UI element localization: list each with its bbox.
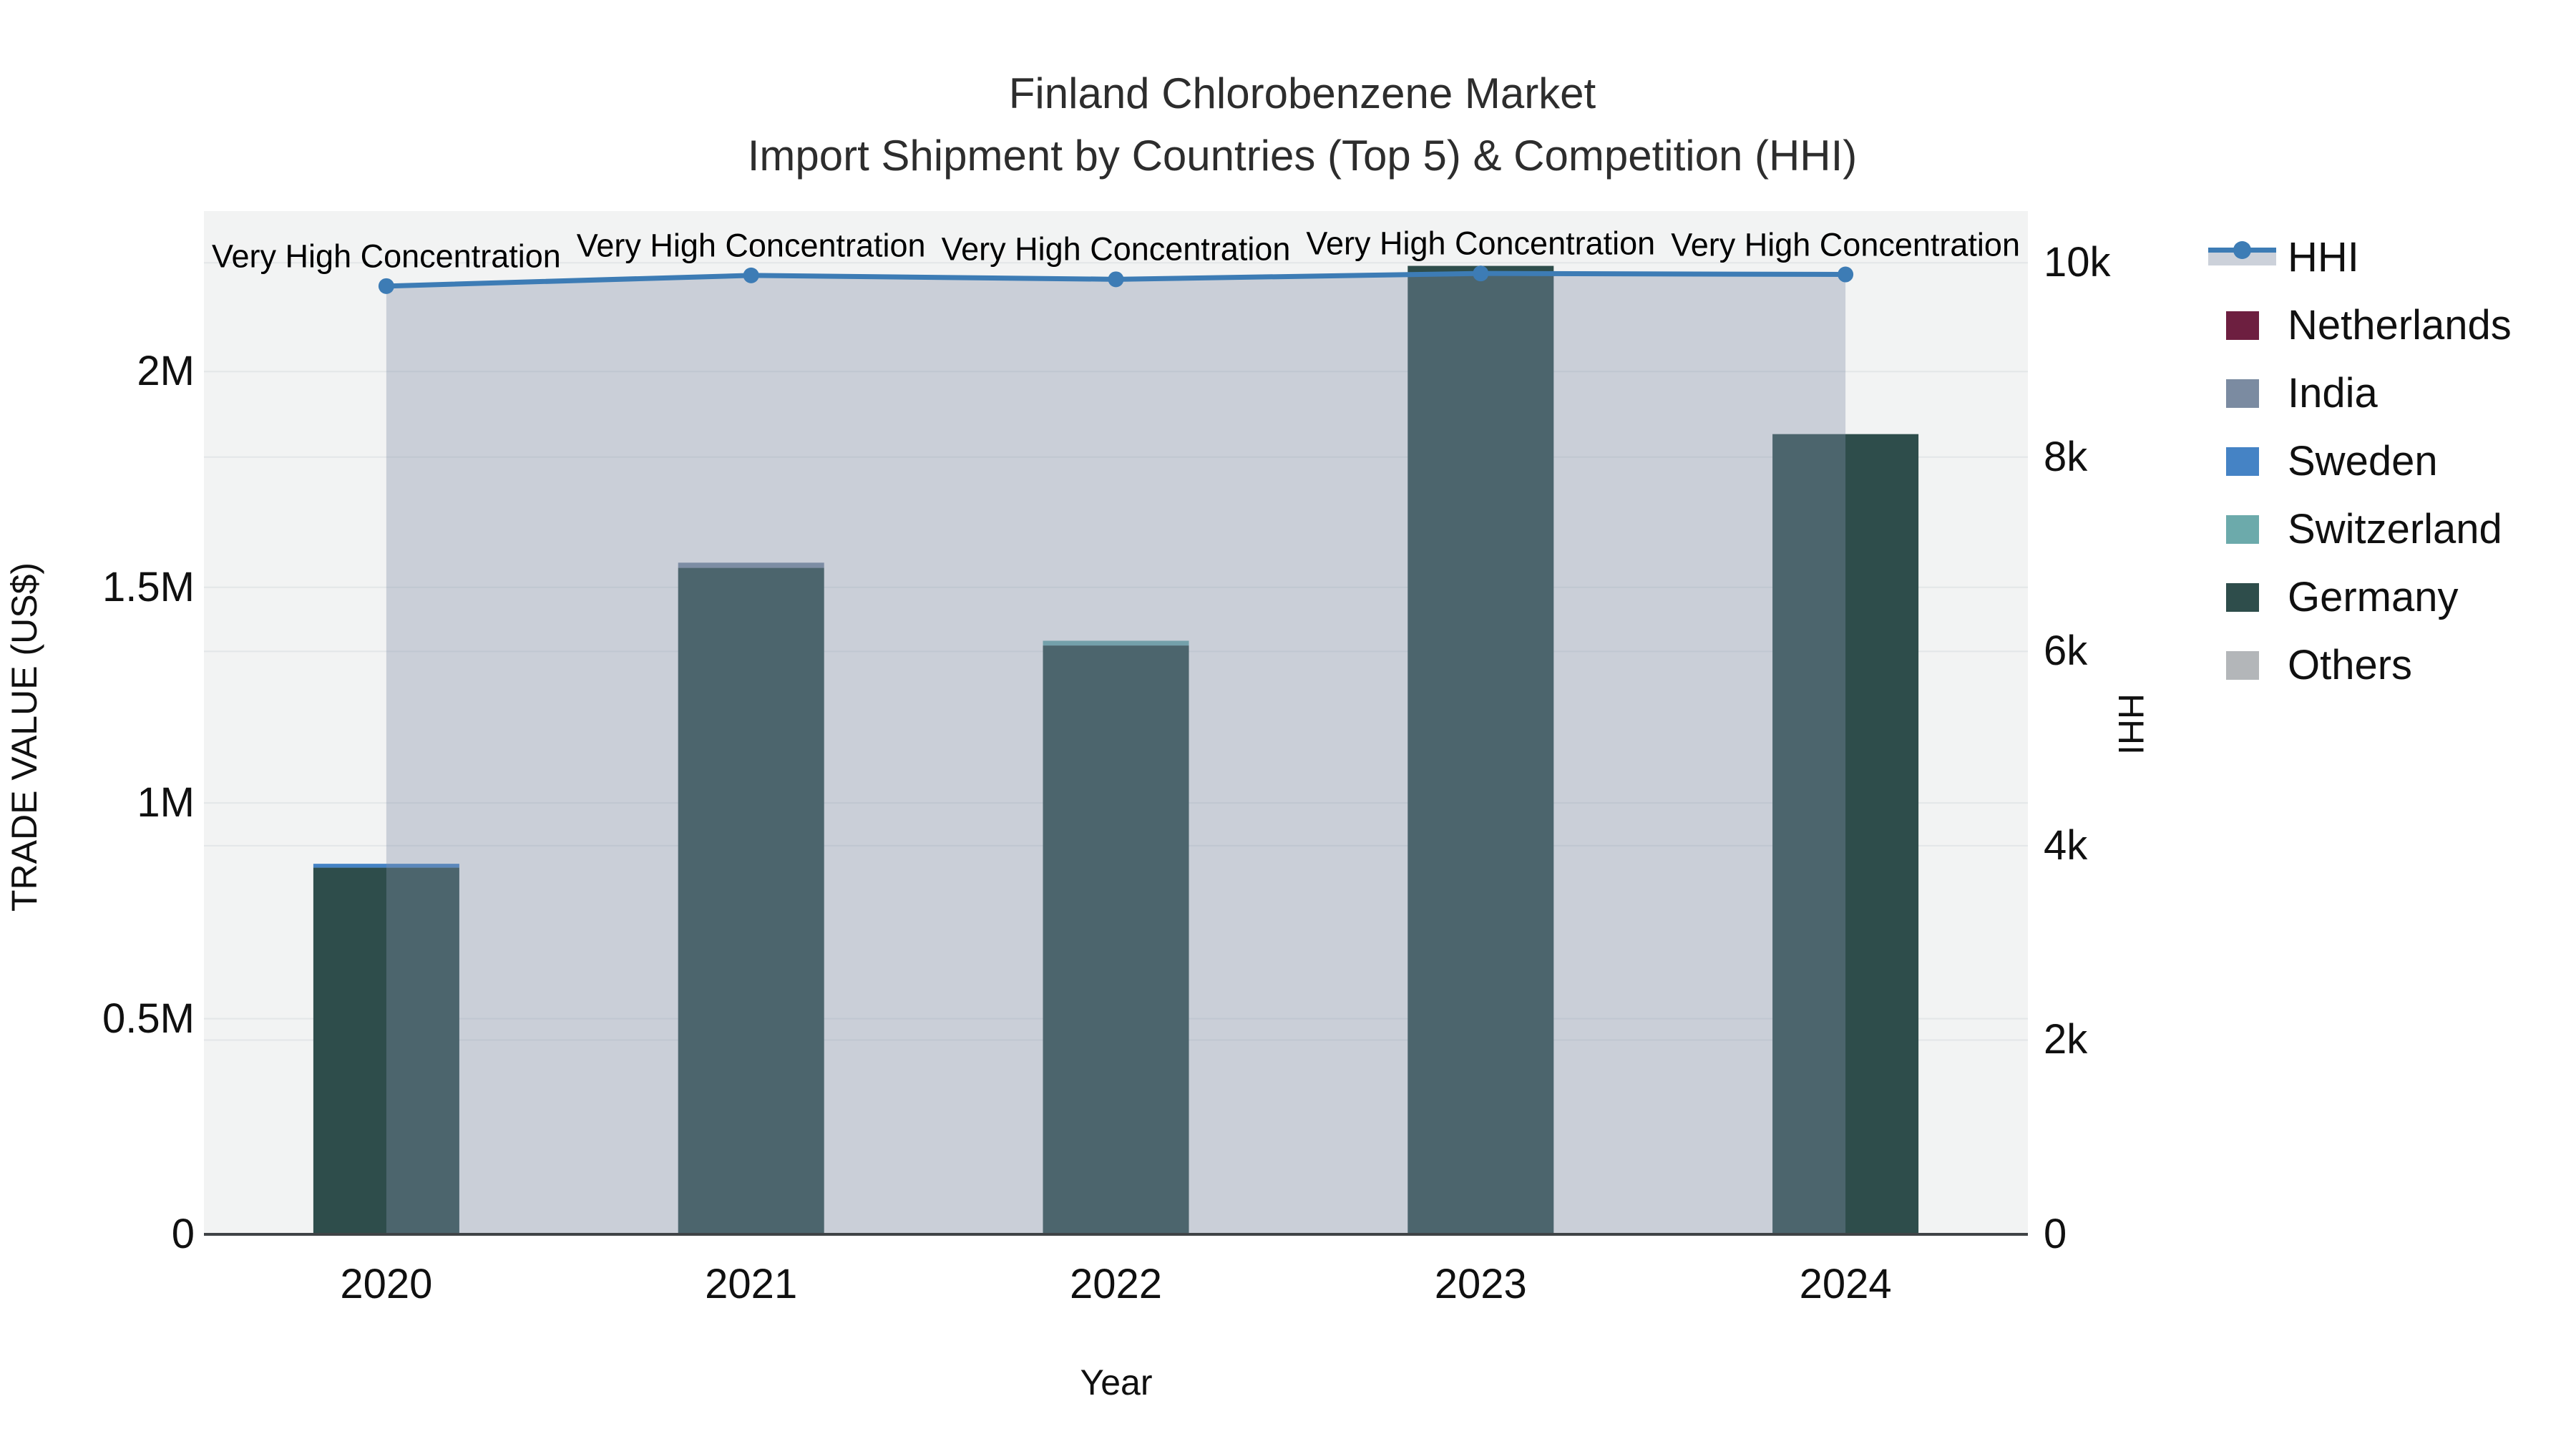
bar-germany-2022[interactable] xyxy=(1043,645,1189,1234)
legend-swatch xyxy=(2225,447,2259,476)
legend-swatch xyxy=(2225,379,2259,408)
x-axis-line xyxy=(204,1233,2028,1236)
annotation-2024: Very High Concentration xyxy=(1671,226,2020,263)
bar-switzerland-2022[interactable] xyxy=(1043,640,1189,646)
y-left-axis-title: TRADE VALUE (US$) xyxy=(4,562,44,912)
y-right-tick-10k: 10k xyxy=(2044,239,2111,286)
y-left-tick-1M: 1M xyxy=(137,779,195,826)
bar-sweden-2020[interactable] xyxy=(313,864,459,868)
annotation-2021: Very High Concentration xyxy=(576,227,926,264)
bar-germany-2020[interactable] xyxy=(313,867,459,1234)
hhi-point-2023[interactable] xyxy=(1473,265,1489,282)
legend-color-swatch-icon xyxy=(2208,504,2276,555)
legend-label: HHI xyxy=(2288,234,2359,280)
legend-item-india[interactable]: India xyxy=(2208,369,2378,419)
y-right-tick-0: 0 xyxy=(2044,1211,2067,1257)
hhi-point-2021[interactable] xyxy=(743,267,759,283)
legend-label: Others xyxy=(2288,642,2413,688)
annotation-2023: Very High Concentration xyxy=(1306,225,1656,262)
x-tick-2024: 2024 xyxy=(1799,1261,1892,1307)
hhi-area-fill xyxy=(386,273,1846,1234)
x-tick-2021: 2021 xyxy=(705,1261,798,1307)
y-left-tick-0.5M: 0.5M xyxy=(102,995,195,1042)
legend-line-swatch-icon xyxy=(2208,233,2276,283)
annotation-2022: Very High Concentration xyxy=(941,230,1291,268)
hhi-point-2022[interactable] xyxy=(1108,271,1124,288)
y-left-tick-0: 0 xyxy=(171,1211,195,1257)
hhi-point-2024[interactable] xyxy=(1838,266,1854,283)
y-left-tick-1.5M: 1.5M xyxy=(102,563,195,610)
legend-color-swatch-icon xyxy=(2208,572,2276,623)
bar-germany-2021[interactable] xyxy=(678,567,824,1234)
hhi-point-2020[interactable] xyxy=(378,278,394,294)
y-right-tick-8k: 8k xyxy=(2044,433,2088,480)
bar-india-2021[interactable] xyxy=(678,562,824,568)
x-tick-2022: 2022 xyxy=(1069,1261,1163,1307)
chart-title-line2: Import Shipment by Countries (Top 5) & C… xyxy=(747,132,1858,180)
legend-item-switzerland[interactable]: Switzerland xyxy=(2208,504,2502,555)
annotation-2020: Very High Concentration xyxy=(212,238,561,275)
legend-item-germany[interactable]: Germany xyxy=(2208,572,2459,623)
legend-item-sweden[interactable]: Sweden xyxy=(2208,436,2438,487)
bar-germany-2023[interactable] xyxy=(1407,265,1554,1234)
legend-marker-dot xyxy=(2233,241,2251,259)
legend-swatch xyxy=(2225,583,2259,612)
bar-germany-2024[interactable] xyxy=(1772,434,1919,1234)
legend-label: Switzerland xyxy=(2288,506,2502,552)
x-tick-2023: 2023 xyxy=(1434,1261,1527,1307)
legend-swatch xyxy=(2225,515,2259,544)
x-tick-2020: 2020 xyxy=(340,1261,433,1307)
x-axis-title: Year xyxy=(1080,1362,1153,1402)
legend-color-swatch-icon xyxy=(2208,301,2276,351)
y-right-tick-6k: 6k xyxy=(2044,628,2088,675)
y-right-axis-title: HHI xyxy=(2111,693,2151,756)
legend-label: Netherlands xyxy=(2288,302,2512,348)
legend-label: Sweden xyxy=(2288,438,2438,484)
legend-item-hhi[interactable]: HHI xyxy=(2208,233,2359,283)
legend-label: Germany xyxy=(2288,574,2459,620)
y-right-tick-2k: 2k xyxy=(2044,1016,2088,1063)
y-right-tick-4k: 4k xyxy=(2044,821,2088,869)
legend-color-swatch-icon xyxy=(2208,436,2276,487)
legend-item-netherlands[interactable]: Netherlands xyxy=(2208,301,2512,351)
legend-label: India xyxy=(2288,370,2378,416)
y-left-tick-2M: 2M xyxy=(137,348,195,395)
legend-swatch xyxy=(2225,311,2259,340)
legend-swatch xyxy=(2225,651,2259,680)
legend-item-others[interactable]: Others xyxy=(2208,640,2412,691)
legend-color-swatch-icon xyxy=(2208,369,2276,419)
legend-color-swatch-icon xyxy=(2208,640,2276,691)
chart-title-line1: Finland Chlorobenzene Market xyxy=(1008,69,1596,117)
